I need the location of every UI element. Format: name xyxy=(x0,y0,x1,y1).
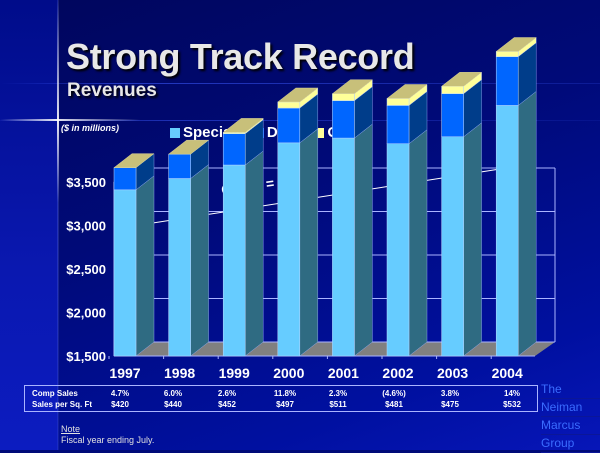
stats-cell: 6.0% xyxy=(163,389,183,398)
brand-line: The xyxy=(541,381,600,399)
bar-side-specialty xyxy=(244,150,264,357)
bar-top xyxy=(495,37,537,52)
bar-segment-specialty xyxy=(168,178,191,357)
bar-segment-specialty xyxy=(277,142,301,357)
stats-cell: (4.6%) xyxy=(382,389,406,398)
bar-side-specialty xyxy=(518,91,537,357)
company-logo-text: The Neiman Marcus Group xyxy=(541,381,600,453)
bar-segment-direct xyxy=(386,105,410,144)
y-tick-label: $3,000 xyxy=(66,219,106,234)
bar-top xyxy=(331,79,373,94)
bar-segment-specialty xyxy=(495,105,519,357)
slide-title: Strong Track Record xyxy=(66,36,415,77)
bar-segment-other xyxy=(386,98,410,106)
note-heading: Note xyxy=(61,424,81,434)
stats-cell: $532 xyxy=(503,400,521,409)
bar-segment-direct xyxy=(277,107,301,144)
stats-cell: 4.7% xyxy=(110,389,130,398)
stats-cell: 3.8% xyxy=(440,389,460,398)
y-tick-label: $2,000 xyxy=(66,306,106,321)
bar-segment-direct xyxy=(332,100,355,139)
x-tick-label: 2001 xyxy=(328,365,359,381)
stats-cell: 2.6% xyxy=(217,389,237,398)
x-tick-label: 1997 xyxy=(109,365,140,381)
bar-top xyxy=(168,139,210,155)
x-tick-label: 1998 xyxy=(164,365,195,381)
bar-segment-direct xyxy=(441,93,464,138)
decorative-line xyxy=(0,83,600,84)
stats-cell: 11.8% xyxy=(273,389,297,398)
y-tick-label: $3,500 xyxy=(66,175,106,190)
bar-segment-specialty xyxy=(441,136,464,357)
bar-side-specialty xyxy=(408,129,428,357)
bar-segment-specialty xyxy=(386,143,410,357)
bar-side-specialty xyxy=(354,123,373,357)
bar-segment-specialty xyxy=(113,189,137,357)
brand-line: Neiman xyxy=(541,399,600,417)
bar-top xyxy=(113,153,155,168)
bar-top xyxy=(441,72,483,87)
bar-segment-specialty xyxy=(332,137,355,357)
bar-side-specialty xyxy=(299,128,318,357)
y-tick-label: $1,500 xyxy=(66,349,106,364)
y-tick-label: $2,500 xyxy=(66,262,106,277)
stats-cell: $481 xyxy=(385,400,403,409)
x-tick-label: 2003 xyxy=(437,365,468,381)
bar-side-specialty xyxy=(190,164,209,357)
brand-line: Group xyxy=(541,435,600,453)
bar-side-specialty xyxy=(135,175,155,357)
bar-segment-other xyxy=(277,101,301,109)
stats-row-label: Comp Sales xyxy=(32,389,78,398)
stats-table: Comp Sales 4.7% 6.0% 2.6% 11.8% 2.3% (4.… xyxy=(24,385,538,412)
stats-cell: $420 xyxy=(111,400,129,409)
legend-swatch-other xyxy=(314,127,325,138)
lens-flare-horizontal xyxy=(0,119,140,121)
bar-top xyxy=(222,118,264,133)
stats-cell: $497 xyxy=(276,400,294,409)
stats-cell: 2.3% xyxy=(328,389,348,398)
bar-top xyxy=(386,84,428,99)
lens-flare-vertical xyxy=(57,0,59,450)
x-tick-label: 2000 xyxy=(273,365,304,381)
x-tick-label: 2004 xyxy=(492,365,523,381)
bar-segment-other xyxy=(441,86,464,94)
slide-subtitle: Revenues xyxy=(67,80,157,101)
bar-segment-direct xyxy=(222,133,246,166)
bar-segment-direct xyxy=(113,167,137,191)
bar-segment-direct xyxy=(495,56,519,106)
stats-cell: $452 xyxy=(218,400,236,409)
legend-swatch-specialty xyxy=(170,127,180,138)
bar-side-specialty xyxy=(463,122,482,357)
stats-cell: $440 xyxy=(164,400,182,409)
units-note: ($ in millions) xyxy=(61,123,120,133)
stats-row-label: Sales per Sq. Ft xyxy=(32,400,93,409)
stats-cell: 14% xyxy=(503,389,521,398)
brand-line: Marcus xyxy=(541,417,600,435)
bar-top xyxy=(277,87,319,103)
stats-cell: $475 xyxy=(441,400,459,409)
bar-segment-other xyxy=(332,93,355,101)
x-tick-label: 2002 xyxy=(382,365,413,381)
bar-segment-direct xyxy=(168,153,191,179)
note-text: Fiscal year ending July. xyxy=(61,435,155,445)
bar-segment-other xyxy=(495,51,519,57)
stats-cell: $511 xyxy=(329,400,347,409)
x-tick-label: 1999 xyxy=(219,365,250,381)
bar-segment-specialty xyxy=(222,164,246,357)
background-left-band xyxy=(0,0,58,450)
